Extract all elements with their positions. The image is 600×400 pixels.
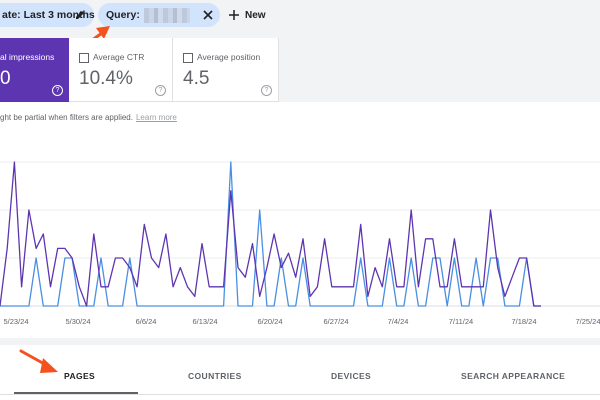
impressions-series-line: [0, 161, 541, 307]
tabs-divider: [0, 394, 600, 395]
help-icon[interactable]: ?: [52, 85, 63, 96]
notice-text: ght be partial when filters are applied.: [0, 113, 133, 122]
x-tick-label: 6/6/24: [136, 317, 157, 326]
x-tick-label: 7/4/24: [388, 317, 409, 326]
metric-value: 4.5: [183, 68, 210, 89]
tab-pages[interactable]: PAGES: [64, 371, 96, 381]
redacted-query-text: [143, 7, 190, 23]
tab-search-appearance[interactable]: SEARCH APPEARANCE: [461, 371, 566, 381]
average-ctr-card[interactable]: Average CTR 10.4% ?: [69, 38, 173, 102]
learn-more-link[interactable]: Learn more: [135, 113, 177, 122]
date-filter-label: ate: Last 3 months: [2, 9, 95, 21]
plus-icon: [229, 10, 239, 20]
tab-countries[interactable]: COUNTRIES: [188, 371, 242, 381]
clicks-series-line: [0, 161, 541, 307]
total-impressions-card[interactable]: al impressions 0 ?: [0, 38, 69, 102]
dimension-tabs: PAGES COUNTRIES DEVICES SEARCH APPEARANC…: [0, 345, 600, 400]
performance-line-chart[interactable]: 5/23/24 5/30/24 6/6/24 6/13/24 6/20/24 6/27/2…: [0, 102, 600, 338]
x-tick-label: 6/20/24: [257, 317, 282, 326]
metric-value: 10.4%: [79, 68, 133, 89]
metric-value: 0: [0, 68, 11, 89]
new-filter-button[interactable]: New: [229, 5, 266, 25]
partial-data-notice: ght be partial when filters are applied.…: [0, 113, 177, 122]
new-filter-label: New: [245, 9, 266, 21]
x-tick-label: 5/23/24: [3, 317, 28, 326]
tab-devices[interactable]: DEVICES: [331, 371, 372, 381]
date-filter-chip[interactable]: ate: Last 3 months: [0, 3, 95, 27]
performance-chart-panel: ght be partial when filters are applied.…: [0, 102, 600, 338]
close-icon[interactable]: [203, 10, 213, 20]
metric-checkbox[interactable]: [183, 53, 193, 63]
x-tick-label: 7/11/24: [449, 317, 473, 326]
metric-checkbox[interactable]: [79, 53, 89, 63]
average-position-card[interactable]: Average position 4.5 ?: [173, 38, 279, 102]
active-tab-indicator: [14, 392, 138, 394]
x-tick-label: 6/27/24: [323, 317, 348, 326]
metric-label: al impressions: [0, 52, 55, 62]
metric-label: Average position: [197, 52, 261, 62]
edit-icon[interactable]: [74, 9, 86, 21]
help-icon[interactable]: ?: [261, 85, 272, 96]
help-icon[interactable]: ?: [155, 85, 166, 96]
query-filter-label: Query:: [106, 9, 140, 21]
metric-label: Average CTR: [93, 52, 145, 62]
x-tick-label: 6/13/24: [192, 317, 217, 326]
x-tick-label: 5/30/24: [65, 317, 90, 326]
x-tick-label: 7/25/24: [575, 317, 600, 326]
x-tick-label: 7/18/24: [511, 317, 536, 326]
annotation-arrow-icon: [19, 349, 58, 373]
query-filter-chip[interactable]: Query:: [98, 3, 220, 27]
